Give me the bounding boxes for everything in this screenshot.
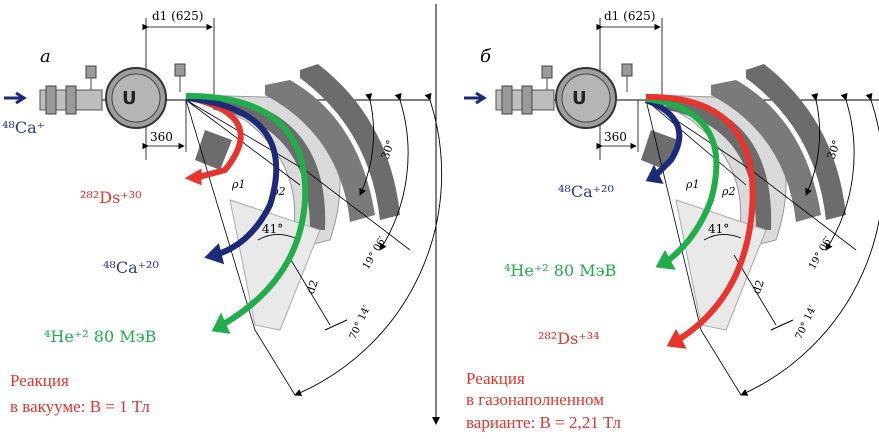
dist-label: 360 [150,130,173,144]
reaction-field-b: варианте: B = 2,21 Тл [466,413,622,432]
left-panel: а d1 (625) U 360 ρ [2,9,443,416]
dist-label-b: 360 [604,130,627,144]
svg-text:U: U [572,88,587,109]
beam-ion-label: ⁴⁸Ca⁺ [2,118,45,137]
trajectory-he [185,92,309,328]
beam-arrow-icon [4,91,27,105]
angle19-label: 19° 06′ [361,234,389,271]
angle30-label-b: 30° [825,138,844,161]
beam-arrow-icon-b [464,91,487,105]
angle19-label-b: 19° 06′ [807,234,835,271]
rho1-label-b: ρ1 [685,178,699,191]
ca-ion-label: ⁴⁸Ca⁺²⁰ [103,258,159,277]
panel-letter-b: б [480,46,492,67]
arc-70 [294,92,443,396]
ds-ion-label: ²⁸²Ds⁺³⁰ [80,188,142,207]
he-ion-label: ⁴He⁺² 80 МэВ [44,327,156,346]
reaction-title-b: Реакция [466,369,525,388]
reaction-title: Реакция [10,371,69,390]
rho2-label-b: ρ2 [721,185,735,198]
trajectory-ca [185,95,280,258]
angle30-label: 30° [379,138,398,161]
trajectory-ca-b [644,97,683,178]
d2-label: d2 [304,278,321,296]
angle70-label: 70° 14′ [348,303,373,341]
ds-ion-label-b: ²⁸²Ds⁺³⁴ [538,329,600,348]
d1-label-b: d1 (625) [604,9,655,23]
d1-label: d1 (625) [152,9,203,23]
trajectory-ds-b [645,93,756,343]
angle70-label-b: 70° 14′ [794,303,819,341]
d2-label-b: d2 [750,278,767,296]
ca-ion-label-b: ⁴⁸Ca⁺²⁰ [558,182,614,201]
angle41-label-b: 41° [708,222,729,236]
he-ion-label-b: ⁴He⁺² 80 МэВ [504,261,616,280]
angle41-label: 41° [262,222,283,236]
reaction-condition: в вакууме: B = 1 Тл [10,397,150,416]
wheel-u-glyph: U [122,88,137,109]
trajectory-he-b [645,96,720,265]
panel-letter-a: а [40,46,51,67]
reaction-condition-b: в газонаполненном [466,390,604,409]
rho1-label: ρ1 [231,178,245,191]
right-panel: б d1 (625) U 360 ρ1 ρ2 41° d2 [464,9,879,432]
